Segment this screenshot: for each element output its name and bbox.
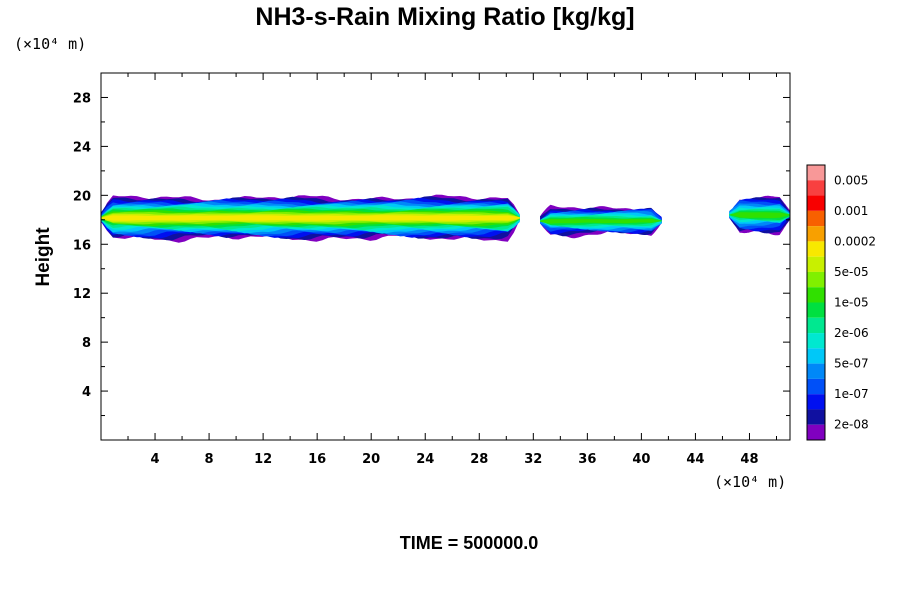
colorbar-swatch (807, 317, 825, 334)
x-tick-label: 28 (470, 452, 488, 467)
colorbar-swatch (807, 195, 825, 211)
colorbar-label: 1e-05 (834, 296, 869, 310)
colorbar-swatch (807, 394, 825, 410)
colorbar-swatch (807, 271, 825, 288)
colorbar-swatch (807, 210, 825, 227)
y-tick-label: 4 (82, 385, 91, 400)
x-tick-label: 44 (686, 452, 704, 467)
colorbar-label: 5e-05 (834, 265, 869, 279)
colorbar-swatch (807, 424, 825, 440)
y-tick-label: 20 (73, 189, 91, 204)
colorbar-label: 2e-06 (834, 326, 869, 340)
colorbar-swatch (807, 363, 825, 379)
x-tick-label: 48 (740, 452, 758, 467)
colorbar-frame (806, 164, 826, 441)
x-tick-label: 20 (362, 452, 380, 467)
x-tick-label: 24 (416, 452, 434, 467)
x-tick-label: 4 (151, 452, 160, 467)
y-tick-label: 8 (82, 336, 91, 351)
colorbar-swatch (807, 348, 825, 364)
y-tick-label: 16 (73, 238, 91, 253)
time-label: TIME = 500000.0 (400, 533, 539, 553)
x-axis: 4 8 12 16 20 24 28 32 36 40 44 48 (127, 73, 777, 467)
colorbar-label: 0.0002 (834, 234, 876, 248)
colorbar-swatch (807, 378, 825, 395)
colorbar-label: 0.001 (834, 204, 868, 218)
chart-title: NH3-s-Rain Mixing Ratio [kg/kg] (255, 3, 634, 31)
colorbar-swatch (807, 302, 825, 318)
x-tick-label: 16 (308, 452, 326, 467)
colorbar-label: 5e-07 (834, 357, 869, 371)
y-axis: 4 8 12 16 20 24 28 (73, 91, 790, 417)
x-axis-unit-label: (×10⁴ m) (714, 473, 786, 491)
mixing-ratio-field (101, 194, 790, 243)
x-tick-label: 12 (254, 452, 272, 467)
colorbar-label: 1e-07 (834, 387, 869, 401)
colorbar-swatch (807, 226, 825, 242)
x-tick-label: 36 (578, 452, 596, 467)
x-tick-label: 8 (205, 452, 214, 467)
contour-band (101, 215, 520, 221)
x-tick-label: 32 (524, 452, 542, 467)
colorbar-swatch (807, 333, 825, 349)
colorbar-swatch (807, 287, 825, 303)
colorbar-label: 2e-08 (834, 418, 869, 432)
colorbar-swatch (807, 409, 825, 425)
y-tick-label: 24 (73, 140, 91, 155)
y-axis-unit-label: (×10⁴ m) (14, 35, 86, 53)
contour-band (729, 212, 790, 219)
colorbar-label: 0.005 (834, 173, 868, 187)
colorbar-swatch (807, 180, 825, 196)
colorbar-swatch (807, 256, 825, 272)
colorbar: 0.005 0.001 0.0002 5e-05 1e-05 2e-06 5e-07 1e-0… (806, 164, 876, 441)
colorbar-swatch (807, 241, 825, 257)
plot-frame (100, 72, 791, 441)
y-axis-label: Height (33, 227, 54, 287)
y-tick-label: 28 (73, 91, 91, 106)
colorbar-swatch (807, 165, 825, 181)
x-tick-label: 40 (632, 452, 650, 467)
contour-band (540, 218, 662, 224)
y-tick-label: 12 (73, 287, 91, 302)
